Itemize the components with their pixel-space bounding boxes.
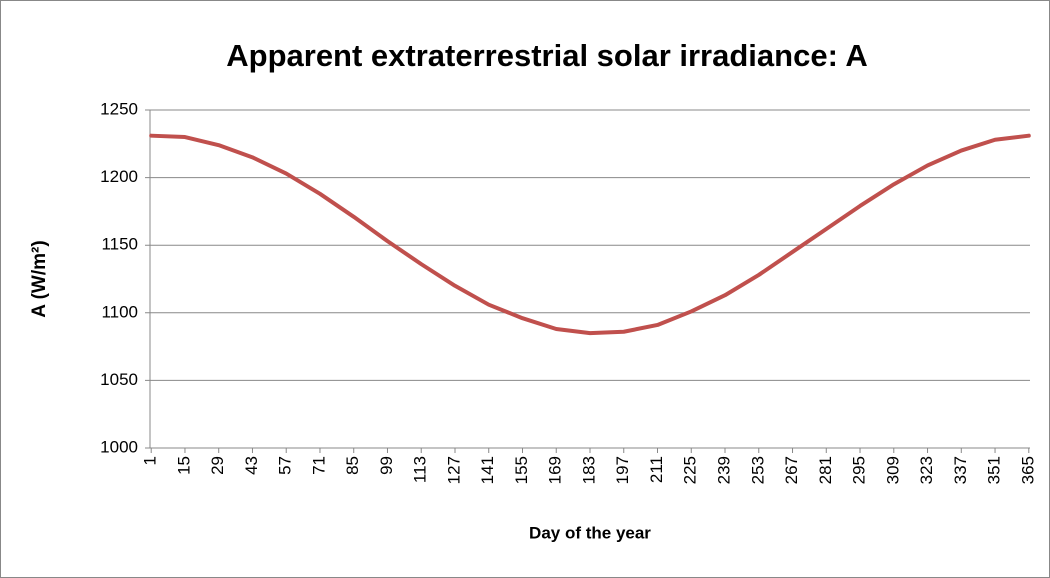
x-tick-label: 309	[883, 456, 902, 484]
x-tick-label: 365	[1018, 456, 1037, 484]
y-tick-label: 1000	[100, 437, 138, 456]
y-tick-label: 1250	[100, 99, 138, 118]
x-tick-label: 337	[951, 456, 970, 484]
x-tick-label: 43	[242, 456, 261, 475]
x-tick-label: 197	[613, 456, 632, 484]
x-axis-label: Day of the year	[529, 523, 651, 542]
x-tick-label: 155	[512, 456, 531, 484]
x-tick-label: 267	[782, 456, 801, 484]
y-tick-label: 1150	[101, 235, 138, 254]
x-tick-label: 281	[816, 456, 835, 484]
x-tick-label: 85	[343, 456, 362, 475]
x-tick-label: 113	[411, 456, 430, 483]
x-tick-label: 29	[208, 456, 227, 475]
x-tick-label: 99	[377, 456, 396, 475]
y-tick-label: 1100	[101, 302, 138, 321]
x-tick-label: 211	[647, 456, 666, 483]
x-tick-label: 1	[141, 456, 160, 465]
x-tick-label: 15	[174, 456, 193, 475]
x-tick-label: 253	[748, 456, 767, 484]
chart-title: Apparent extraterrestrial solar irradian…	[226, 38, 868, 73]
x-tick-label: 169	[546, 456, 565, 484]
x-tick-label: 71	[309, 456, 328, 475]
y-axis-label: A (W/m²)	[29, 240, 50, 317]
x-tick-label: 183	[579, 456, 598, 484]
x-tick-label: 239	[714, 456, 733, 484]
x-tick-label: 127	[444, 456, 463, 484]
y-tick-label: 1050	[100, 370, 138, 389]
x-tick-label: 141	[478, 456, 497, 484]
x-tick-label: 57	[276, 456, 295, 475]
y-tick-label: 1200	[100, 167, 138, 186]
x-tick-label: 295	[850, 456, 869, 484]
x-tick-label: 323	[917, 456, 936, 484]
x-tick-label: 351	[985, 456, 1004, 484]
x-tick-label: 225	[681, 456, 700, 484]
line-series	[149, 133, 1031, 336]
